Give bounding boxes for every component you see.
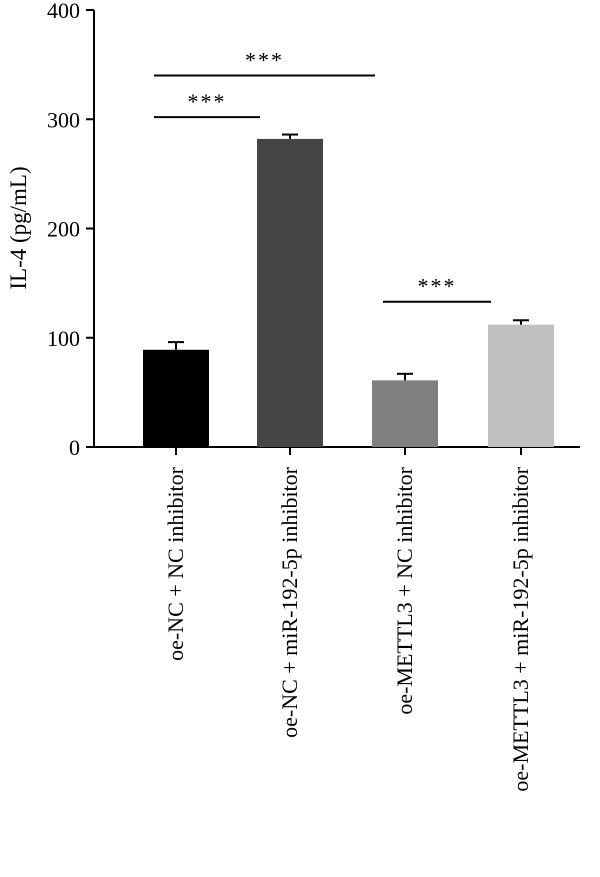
y-tick-label: 300 [47, 107, 80, 132]
bars [143, 138, 554, 448]
bar [257, 138, 323, 448]
y-axis-label: IL-4 (pg/mL) [6, 166, 31, 289]
error-bars [168, 133, 529, 381]
category-label: oe-NC + NC inhibitor [163, 466, 188, 661]
category-label: oe-NC + miR-192-5p inhibitor [277, 466, 302, 738]
y-tick-label: 200 [47, 217, 80, 242]
x-axis [94, 446, 580, 455]
category-labels: oe-NC + NC inhibitor oe-NC + miR-192-5p i… [163, 466, 533, 791]
category-label: oe-METTL3 + miR-192-5p inhibitor [508, 466, 533, 791]
significance-label: *** [418, 274, 457, 299]
significance-brackets: *** *** *** [154, 48, 491, 303]
y-tick-label: 400 [47, 0, 80, 23]
bar [143, 349, 209, 447]
y-axis: 0 100 200 300 400 [47, 0, 95, 460]
category-label: oe-METTL3 + NC inhibitor [392, 466, 417, 714]
bar [488, 324, 554, 447]
y-tick-label: 0 [69, 435, 80, 460]
bar [372, 380, 438, 447]
significance-label: *** [245, 48, 284, 73]
significance-label: *** [188, 89, 227, 114]
y-tick-label: 100 [47, 326, 80, 351]
